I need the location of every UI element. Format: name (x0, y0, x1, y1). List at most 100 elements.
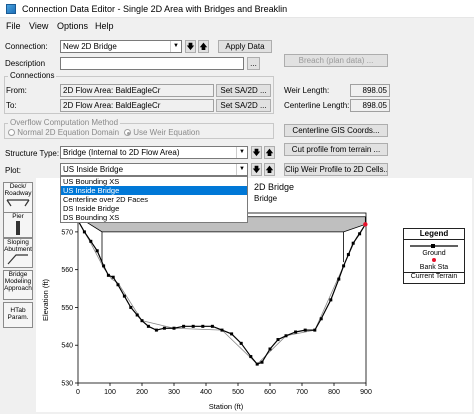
centerline-length-value: 898.05 (350, 99, 390, 112)
plot-select[interactable]: US Inside Bridge ▼ (60, 163, 248, 176)
to-label: To: (6, 101, 17, 110)
ground-point (106, 273, 110, 277)
title-bar: Connection Data Editor - Single 2D Area … (0, 0, 474, 18)
y-tick-label: 550 (61, 305, 73, 312)
x-tick-label: 900 (360, 389, 372, 396)
x-tick-label: 500 (232, 389, 244, 396)
description-label: Description (5, 59, 46, 68)
ground-point (210, 324, 214, 328)
x-tick-label: 800 (328, 389, 340, 396)
menu-options[interactable]: Options (57, 21, 89, 31)
connections-group (4, 76, 274, 114)
breach-button[interactable]: Breach (plan data) ... (284, 54, 388, 67)
next-connection-button[interactable]: 🡅 (198, 40, 209, 53)
approach-label: Approach (4, 285, 32, 292)
htab-label: HTab (10, 307, 26, 314)
to-field: 2D Flow Area: BaldEagleCr (60, 99, 214, 112)
htab-param-button[interactable]: HTab Param. (3, 302, 33, 328)
ground-line (77, 220, 366, 365)
x-tick-label: 600 (264, 389, 276, 396)
connections-group-title: Connections (8, 71, 57, 80)
y-tick-label: 560 (61, 267, 73, 274)
structure-next-button[interactable]: 🡅 (264, 146, 275, 159)
from-label: From: (6, 86, 27, 95)
ground-point (95, 249, 99, 253)
deck-roadway-label: Deck/ (9, 183, 27, 190)
deck-roadway-button[interactable]: Deck/ Roadway (3, 182, 33, 214)
arrow-up-icon: 🡅 (199, 42, 208, 51)
legend-bank-sta: Bank Sta (419, 264, 449, 271)
pier-button[interactable]: Pier (3, 212, 33, 238)
menu-file[interactable]: File (6, 21, 21, 31)
plot-title-line2: Bridge (254, 194, 278, 203)
weir-equation-radio[interactable]: Use Weir Equation (124, 128, 200, 137)
ground-point (135, 313, 139, 317)
legend-bank-sta-swatch (404, 257, 464, 266)
ground-point (162, 326, 166, 330)
arrow-down-icon: 🡇 (252, 148, 261, 157)
legend-current-terrain: Current Terrain (404, 272, 464, 280)
ground-point (351, 241, 355, 245)
pier-label: Pier (12, 213, 24, 220)
app-icon (6, 4, 16, 14)
abutment-label: Abutment (4, 246, 32, 253)
ground-point (102, 264, 106, 268)
from-field: 2D Flow Area: BaldEagleCr (60, 84, 214, 97)
x-tick-label: 100 (104, 389, 116, 396)
y-tick-label: 570 (61, 229, 73, 236)
plot-option-us-bounding-xs[interactable]: US Bounding XS (63, 177, 120, 186)
ground-point (111, 275, 115, 279)
plot-option-ds-inside-bridge[interactable]: DS Inside Bridge (63, 204, 120, 213)
weir-length-value: 898.05 (350, 84, 390, 97)
ground-point (230, 332, 234, 336)
plot-option-us-inside-bridge[interactable]: US Inside Bridge (61, 186, 247, 195)
ground-point (154, 328, 158, 332)
modeling-label: Modeling (4, 278, 32, 285)
sloping-abutment-button[interactable]: Sloping Abutment (3, 238, 33, 268)
plot-title-line1: 2D Bridge (254, 182, 294, 192)
plot-dropdown-list: US Bounding XS US Inside Bridge Centerli… (60, 176, 248, 223)
x-tick-label: 400 (200, 389, 212, 396)
series-group (75, 218, 368, 366)
weir-equation-label: Use Weir Equation (133, 128, 200, 137)
structure-prev-button[interactable]: 🡇 (251, 146, 262, 159)
deck-icon (6, 199, 30, 207)
ground-point (358, 232, 362, 236)
axes-group: 0 100 200 300 400 500 600 700 800 900 530 540 550 560… (61, 212, 372, 396)
plot-next-button[interactable]: 🡅 (264, 163, 275, 176)
ground-point (116, 283, 120, 287)
ground-point (239, 341, 243, 345)
plot-option-ds-bounding-xs[interactable]: DS Bounding XS (63, 213, 120, 222)
arrow-up-icon: 🡅 (265, 148, 274, 157)
legend-ground-swatch (410, 244, 458, 248)
pier-icon (16, 221, 20, 235)
structure-type-label: Structure Type: (5, 149, 60, 158)
clip-weir-profile-button[interactable]: Clip Weir Profile to 2D Cells... (284, 163, 388, 176)
apply-data-button[interactable]: Apply Data (218, 40, 272, 53)
arrow-up-icon: 🡅 (265, 165, 274, 174)
prev-connection-button[interactable]: 🡇 (185, 40, 196, 53)
menu-bar: File View Options Help (0, 19, 474, 33)
ground-point (342, 264, 346, 268)
y-tick-label: 530 (61, 381, 73, 388)
menu-help[interactable]: Help (95, 21, 114, 31)
plot-option-centerline-2d-faces[interactable]: Centerline over 2D Faces (63, 195, 149, 204)
structure-type-select[interactable]: Bridge (Internal to 2D Flow Area) ▼ (60, 146, 248, 159)
connection-value: New 2D Bridge (63, 42, 117, 51)
profile-plot[interactable]: 2D Bridge Bridge 0 100 200 300 400 500 600 700 8… (36, 178, 472, 412)
ground-point (182, 324, 186, 328)
centerline-gis-coords-button[interactable]: Centerline GIS Coords... (284, 124, 388, 137)
set-from-button[interactable]: Set SA/2D ... (216, 84, 271, 97)
legend-title: Legend (404, 229, 464, 240)
normal-2d-radio[interactable]: Normal 2D Equation Domain (8, 128, 119, 137)
description-field[interactable] (60, 57, 244, 70)
menu-view[interactable]: View (29, 21, 49, 31)
description-more-button[interactable]: ... (247, 57, 260, 70)
connection-select[interactable]: New 2D Bridge ▼ (60, 40, 182, 53)
plot-prev-button[interactable]: 🡇 (251, 163, 262, 176)
cut-profile-button[interactable]: Cut profile from terrain ... (284, 143, 388, 156)
ground-point (255, 362, 259, 366)
set-to-button[interactable]: Set SA/2D ... (216, 99, 271, 112)
ground-point (249, 355, 253, 359)
bridge-modeling-approach-button[interactable]: Bridge Modeling Approach (3, 270, 33, 300)
